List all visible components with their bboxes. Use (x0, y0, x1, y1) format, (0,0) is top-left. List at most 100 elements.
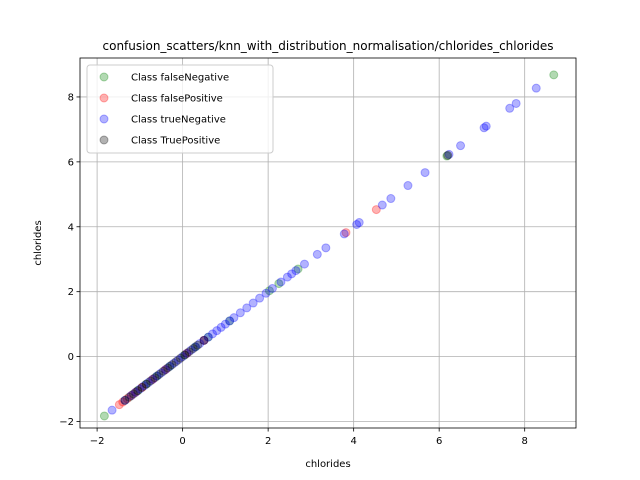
scatter-point (131, 387, 141, 397)
scatter-point (150, 373, 160, 383)
scatter-point (255, 293, 265, 303)
scatter-point (139, 381, 149, 391)
scatter-point (287, 269, 297, 279)
scatter-point (165, 361, 175, 371)
scatter-point (216, 322, 226, 332)
scatter-point (152, 371, 162, 381)
scatter-point (291, 266, 301, 276)
scatter-point (443, 150, 453, 160)
scatter-point (190, 342, 200, 352)
scatter-point (354, 218, 364, 228)
scatter-point (479, 123, 489, 133)
scatter-point (182, 348, 192, 358)
scatter-point (203, 332, 213, 342)
scatter-point (208, 329, 218, 339)
x-axis-label: chlorides (305, 459, 350, 470)
scatter-point (276, 277, 286, 287)
scatter-point (242, 303, 252, 313)
scatter-point (126, 391, 136, 401)
scatter-point (180, 350, 190, 360)
scatter-point (146, 376, 156, 386)
scatter-point (190, 342, 200, 352)
scatter-point (186, 345, 196, 355)
scatter-point (339, 229, 349, 239)
scatter-point (442, 151, 452, 161)
scatter-point (188, 343, 198, 353)
scatter-point (163, 363, 173, 373)
legend-box (86, 64, 274, 154)
legend-label: Class TruePositive (131, 136, 220, 147)
scatter-point (203, 332, 213, 342)
scatter-point (131, 387, 141, 397)
scatter-point (184, 347, 194, 357)
scatter-point (403, 181, 413, 191)
scatter-point (173, 355, 183, 365)
scatter-point (167, 360, 177, 370)
scatter-point (114, 400, 124, 410)
x-tick-label: 6 (436, 436, 442, 447)
x-tick-label: −2 (90, 436, 105, 447)
scatter-point (141, 379, 151, 389)
scatter-point (133, 386, 143, 396)
scatter-point (169, 358, 179, 368)
scatter-point (248, 298, 258, 308)
scatter-point (148, 374, 158, 384)
scatter-point (282, 272, 292, 282)
legend-marker (99, 135, 109, 145)
scatter-point (122, 394, 132, 404)
y-tick-label: 8 (68, 92, 74, 103)
scatter-point (182, 348, 192, 358)
scatter-point (161, 365, 171, 375)
scatter-point (193, 340, 203, 350)
scatter-point (133, 386, 143, 396)
y-tick-label: 0 (68, 352, 74, 363)
scatter-point (321, 243, 331, 253)
chart-title: confusion_scatters/knn_with_distribution… (103, 39, 554, 53)
scatter-point (128, 389, 138, 399)
legend-marker (99, 72, 109, 82)
scatter-point (137, 382, 147, 392)
scatter-point (143, 378, 153, 388)
scatter-point (371, 205, 381, 215)
scatter-point (99, 411, 109, 421)
scatter-point (156, 368, 166, 378)
scatter-point (195, 339, 205, 349)
scatter-point (199, 335, 209, 345)
axis-ticks: −2 0 2 4 6 8 −2 0 2 4 6 8 (59, 92, 528, 447)
scatter-point (293, 264, 303, 274)
scatter-point (481, 121, 491, 131)
scatter-point (456, 141, 466, 151)
legend: Class falseNegative Class falsePositive Cl… (86, 64, 274, 154)
scatter-point (199, 335, 209, 345)
scatter-point (225, 316, 235, 326)
scatter-point (352, 220, 362, 229)
y-tick-label: 4 (68, 222, 74, 233)
scatter-point (158, 366, 168, 376)
scatter-point (120, 395, 130, 405)
x-tick-label: 2 (265, 436, 271, 447)
plot-frame (79, 57, 577, 429)
scatter-point (212, 326, 222, 336)
scatter-point (511, 98, 521, 108)
scatter-point (377, 200, 387, 210)
x-tick-label: 8 (522, 436, 528, 447)
scatter-point (199, 335, 209, 345)
scatter-point (120, 395, 130, 405)
scatter-point (312, 249, 322, 259)
scatter-point (225, 316, 235, 326)
scatter-point (165, 361, 175, 371)
y-tick-label: −2 (59, 417, 74, 428)
scatter-point (229, 313, 239, 323)
scatter-point (299, 259, 309, 269)
scatter-point (124, 392, 134, 402)
legend-label: Class trueNegative (131, 115, 226, 126)
scatter-point (126, 391, 136, 401)
scatter-point (274, 279, 284, 289)
scatter-point (180, 350, 190, 360)
scatter-point (267, 283, 277, 293)
scatter-point (220, 319, 230, 329)
scatter-point (137, 382, 147, 392)
y-tick-label: 6 (68, 157, 74, 168)
y-axis-label: chlorides (33, 220, 44, 265)
